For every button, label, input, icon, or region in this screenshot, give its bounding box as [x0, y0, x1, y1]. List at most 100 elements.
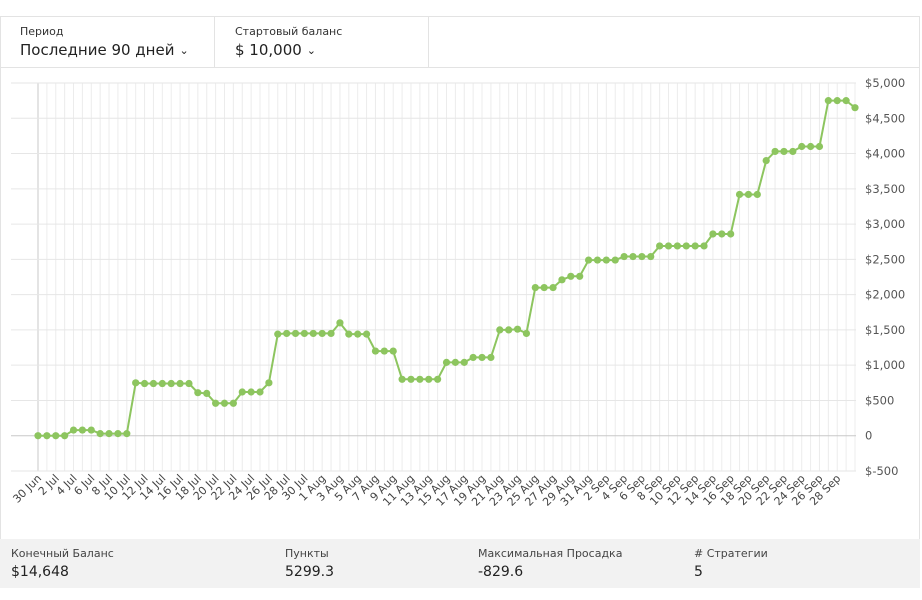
start-balance-selector[interactable]: Стартовый баланс $ 10,000 ⌄ [215, 17, 429, 67]
data-point[interactable] [283, 329, 291, 338]
data-point[interactable] [558, 276, 566, 284]
data-point[interactable] [274, 330, 282, 338]
data-point[interactable] [407, 375, 415, 383]
data-point[interactable] [478, 353, 486, 362]
data-point[interactable] [336, 319, 344, 327]
data-point[interactable] [69, 426, 78, 434]
data-point[interactable] [762, 157, 770, 165]
data-point[interactable] [567, 272, 575, 280]
data-point[interactable] [34, 432, 42, 440]
data-point[interactable] [540, 283, 548, 292]
data-point[interactable] [691, 242, 699, 250]
data-point[interactable] [291, 329, 300, 338]
data-point[interactable] [52, 432, 60, 440]
data-point[interactable] [345, 330, 353, 338]
data-point[interactable] [220, 399, 229, 407]
data-point[interactable] [78, 426, 87, 434]
data-point[interactable] [798, 142, 806, 151]
data-point[interactable] [700, 242, 708, 250]
data-point[interactable] [744, 190, 753, 199]
y-tick-label: $3,000 [865, 217, 905, 231]
data-point[interactable] [682, 242, 690, 250]
data-point[interactable] [753, 190, 761, 199]
data-point[interactable] [531, 283, 539, 292]
data-point[interactable] [673, 242, 681, 250]
data-point[interactable] [513, 325, 522, 333]
data-point[interactable] [398, 375, 406, 383]
data-point[interactable] [451, 358, 459, 366]
data-point[interactable] [647, 252, 655, 261]
data-point[interactable] [265, 379, 273, 387]
data-point[interactable] [833, 97, 841, 105]
data-point[interactable] [824, 97, 832, 105]
data-point[interactable] [114, 430, 122, 438]
y-tick-label: $3,500 [865, 182, 905, 196]
data-point[interactable] [727, 230, 735, 238]
data-point[interactable] [460, 358, 468, 366]
data-point[interactable] [149, 379, 158, 388]
data-point[interactable] [256, 388, 264, 396]
data-point[interactable] [735, 190, 744, 199]
data-point[interactable] [61, 432, 69, 440]
data-point[interactable] [620, 252, 628, 261]
data-point[interactable] [140, 379, 149, 388]
data-point[interactable] [247, 388, 255, 396]
data-point[interactable] [664, 242, 673, 250]
data-point[interactable] [815, 142, 824, 151]
data-point[interactable] [434, 375, 442, 383]
data-point[interactable] [851, 104, 859, 112]
data-point[interactable] [176, 379, 184, 388]
data-point[interactable] [105, 430, 113, 438]
data-point[interactable] [487, 353, 495, 362]
data-point[interactable] [238, 388, 246, 396]
data-point[interactable] [496, 326, 504, 334]
data-point[interactable] [469, 353, 477, 362]
y-tick-label: $4,000 [865, 147, 905, 161]
data-point[interactable] [442, 358, 451, 366]
data-point[interactable] [123, 430, 131, 438]
data-point[interactable] [505, 326, 513, 334]
data-point[interactable] [842, 97, 850, 105]
data-point[interactable] [576, 272, 584, 280]
balance-series [34, 97, 859, 440]
data-point[interactable] [522, 329, 531, 338]
data-point[interactable] [780, 147, 788, 156]
stat-max-drawdown: Максимальная Просадка -829.6 [478, 547, 623, 580]
data-point[interactable] [806, 142, 815, 151]
data-point[interactable] [87, 426, 95, 434]
data-point[interactable] [212, 399, 220, 407]
period-selector[interactable]: Период Последние 90 дней ⌄ [1, 17, 215, 67]
data-point[interactable] [229, 399, 237, 407]
data-point[interactable] [203, 389, 211, 397]
data-point[interactable] [425, 375, 433, 383]
data-point[interactable] [158, 379, 166, 388]
data-point[interactable] [629, 252, 637, 261]
data-point[interactable] [318, 329, 326, 338]
data-point[interactable] [167, 379, 175, 388]
data-point[interactable] [354, 330, 362, 338]
data-point[interactable] [718, 230, 726, 238]
data-point[interactable] [96, 430, 104, 438]
data-point[interactable] [300, 329, 309, 338]
data-point[interactable] [789, 147, 797, 156]
data-point[interactable] [371, 347, 380, 355]
data-point[interactable] [185, 379, 193, 388]
data-point[interactable] [309, 329, 317, 338]
data-point[interactable] [709, 230, 717, 238]
data-point[interactable] [771, 147, 779, 156]
data-point[interactable] [584, 256, 593, 264]
data-point[interactable] [389, 347, 397, 355]
data-point[interactable] [327, 329, 335, 338]
data-point[interactable] [362, 330, 371, 338]
data-point[interactable] [132, 379, 140, 387]
data-point[interactable] [549, 283, 557, 292]
data-point[interactable] [43, 432, 51, 440]
data-point[interactable] [380, 347, 388, 355]
data-point[interactable] [416, 375, 424, 383]
data-point[interactable] [194, 389, 202, 397]
data-point[interactable] [638, 252, 646, 261]
data-point[interactable] [602, 256, 610, 264]
data-point[interactable] [656, 242, 664, 250]
data-point[interactable] [611, 256, 619, 264]
data-point[interactable] [593, 256, 602, 264]
